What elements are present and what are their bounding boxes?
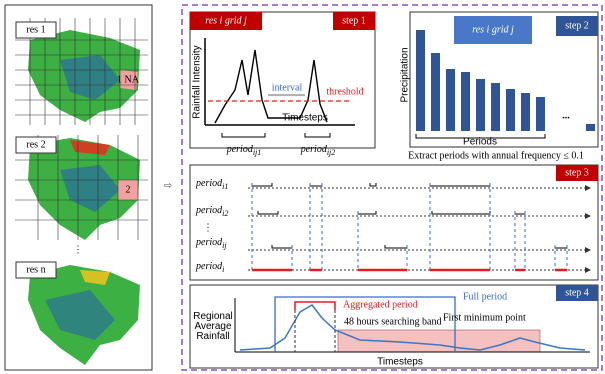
arrow: ⇨ bbox=[164, 180, 172, 191]
ellipsis: ⋮ bbox=[73, 244, 83, 255]
band-label: 48 hours searching band bbox=[344, 316, 441, 327]
map-marker: 1 NA bbox=[117, 74, 140, 85]
x-label: Timesteps bbox=[282, 113, 328, 124]
map-marker: 2 bbox=[126, 184, 131, 195]
ellipsis: ⋮ bbox=[203, 222, 213, 233]
header: res i grid j bbox=[205, 15, 247, 26]
interval-label: interval bbox=[272, 82, 303, 93]
x-label: Periods bbox=[463, 137, 497, 148]
aggregated-label: Aggregated period bbox=[343, 299, 418, 310]
map-label: res 2 bbox=[26, 139, 45, 150]
step-label: step 1 bbox=[342, 15, 366, 26]
step-label: step 2 bbox=[565, 20, 589, 31]
step-label: step 4 bbox=[565, 287, 589, 298]
row-label: periodi bbox=[195, 261, 224, 274]
step-3: step 3 periodi1 periodi2 ⋮ periodij peri… bbox=[190, 165, 598, 280]
step-2: res i grid j step 2 Precipitation ... Pe… bbox=[400, 12, 598, 161]
map-label: res 1 bbox=[26, 24, 45, 35]
step-label: step 3 bbox=[565, 167, 589, 178]
y-label: Rainfall Intensity bbox=[192, 45, 203, 118]
caption: Extract periods with annual frequency ≤ … bbox=[408, 150, 584, 161]
y-label: Precipitation bbox=[400, 47, 411, 102]
diagram: res 1 1 NA res 2 2 ⋮ res n ⇨ res i grid … bbox=[0, 0, 605, 374]
first-min-label: First minimum point bbox=[443, 312, 526, 323]
map-label: res n bbox=[26, 264, 45, 275]
header: res i grid j bbox=[472, 24, 514, 35]
threshold-label: threshold bbox=[326, 86, 363, 97]
x-label: Timesteps bbox=[377, 357, 423, 368]
step-1: res i grid j step 1 Rainfall Intensity i… bbox=[190, 12, 375, 157]
full-label: Full period bbox=[463, 291, 507, 302]
dots: ... bbox=[562, 110, 570, 121]
